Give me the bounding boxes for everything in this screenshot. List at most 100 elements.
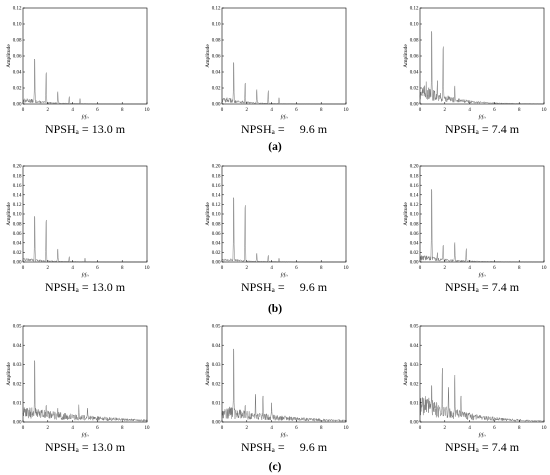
y-tick-label: 0.10 (13, 23, 22, 28)
spectrum-panel-6: 0.00 0.02 0.04 0.06 0.08 0.10 0.12 0.14 0.16 0.18… (403, 165, 547, 294)
y-tick-label: 0.00 (410, 103, 419, 108)
x-tick-label: 6 (96, 426, 99, 431)
plot-frame (22, 7, 148, 105)
x-tick-label: 2 (246, 108, 249, 113)
x-tick-label: 0 (22, 266, 25, 271)
spectrum-panel-7: 0.00 0.01 0.02 0.03 0.04 0.05 0 2 4 6 8 10 f/fₙ Ampli… (6, 325, 150, 454)
x-tick-label: 8 (320, 426, 323, 431)
y-tick-label: 0.00 (212, 421, 221, 426)
x-tick-label: 6 (295, 108, 298, 113)
row-label-c: (c) (269, 461, 282, 473)
x-axis-title: f/fₙ (281, 114, 289, 121)
y-tick-label: 0.12 (410, 7, 419, 12)
x-tick-label: 0 (419, 426, 422, 431)
y-tick-label: 0.06 (13, 232, 22, 237)
x-tick-label: 6 (493, 108, 496, 113)
x-tick-label: 0 (419, 108, 422, 113)
panel-caption: NPSHₐ = 13.0 m (45, 122, 126, 136)
spectrum-panel-5: 0.00 0.02 0.04 0.06 0.08 0.10 0.12 0.14 0.16 0.18… (205, 165, 349, 294)
y-axis-title: Amplitude (205, 362, 211, 386)
x-tick-label: 8 (320, 266, 323, 271)
y-tick-label: 0.02 (13, 87, 22, 92)
x-tick-label: 4 (71, 426, 74, 431)
x-tick-label: 6 (295, 266, 298, 271)
spectrum-panel-3: 0.00 0.02 0.04 0.06 0.08 0.10 0.12 0 2 4 6 8 10 f/fₙ A… (403, 7, 547, 136)
y-tick-label: 0.01 (13, 402, 22, 407)
x-axis-title: f/fₙ (82, 272, 90, 279)
y-axis-title: Amplitude (6, 202, 12, 226)
y-tick-label: 0.00 (212, 261, 221, 266)
x-tick-label: 2 (444, 108, 447, 113)
panel-caption: NPSHₐ = 7.4 m (445, 440, 520, 454)
spectrum-panel-2: 0.00 0.02 0.04 0.06 0.08 0.10 0.12 0 2 4 6 8 10 f/fₙ A… (205, 7, 349, 136)
y-tick-label: 0.03 (212, 363, 221, 368)
y-tick-label: 0.00 (212, 103, 221, 108)
y-tick-label: 0.16 (410, 184, 419, 189)
y-tick-label: 0.04 (13, 242, 22, 247)
y-tick-label: 0.16 (212, 184, 221, 189)
y-tick-label: 0.03 (410, 363, 419, 368)
y-tick-label: 0.04 (212, 344, 221, 349)
spectrum-line (221, 197, 346, 263)
svg-text:(c): (c) (269, 461, 282, 473)
x-tick-label: 10 (344, 426, 350, 431)
panel-caption: NPSHₐ = 9.6 m (241, 440, 328, 454)
x-tick-label: 6 (295, 426, 298, 431)
y-tick-label: 0.06 (212, 55, 221, 60)
plot-frame (22, 165, 148, 263)
x-tick-label: 8 (518, 426, 521, 431)
y-axis-title: Amplitude (205, 44, 211, 68)
y-tick-label: 0.04 (410, 242, 419, 247)
y-tick-label: 0.12 (13, 7, 22, 12)
y-tick-label: 0.12 (410, 203, 419, 208)
y-tick-label: 0.04 (13, 71, 22, 76)
x-tick-label: 10 (145, 108, 151, 113)
x-tick-label: 2 (47, 426, 50, 431)
x-tick-label: 6 (493, 266, 496, 271)
y-tick-label: 0.10 (410, 213, 419, 218)
panel-caption: NPSHₐ = 7.4 m (445, 280, 520, 294)
y-tick-label: 0.00 (13, 261, 22, 266)
y-tick-label: 0.08 (212, 39, 221, 44)
x-axis-title: f/fₙ (479, 114, 487, 121)
y-tick-label: 0.02 (410, 382, 419, 387)
plot-frame (419, 325, 545, 423)
x-axis-title: f/fₙ (479, 272, 487, 279)
x-tick-label: 0 (221, 108, 224, 113)
x-tick-label: 10 (542, 266, 548, 271)
x-tick-label: 4 (468, 426, 471, 431)
y-tick-label: 0.00 (410, 421, 419, 426)
spectrum-line (22, 58, 147, 105)
x-tick-label: 4 (270, 108, 273, 113)
x-tick-label: 2 (444, 426, 447, 431)
plot-frame (419, 165, 545, 263)
y-tick-label: 0.01 (212, 402, 221, 407)
y-axis-title: Amplitude (403, 362, 409, 386)
spectrum-line (419, 31, 545, 105)
y-tick-label: 0.04 (212, 71, 221, 76)
y-axis-title: Amplitude (6, 362, 12, 386)
x-tick-label: 8 (320, 108, 323, 113)
y-axis-title: Amplitude (205, 202, 211, 226)
panel-caption: NPSHₐ = 9.6 m (241, 122, 328, 136)
plot-frame (221, 7, 347, 105)
spectrum-panel-4: 0.00 0.02 0.04 0.06 0.08 0.10 0.12 0.14 0.16 0.18… (6, 165, 150, 294)
y-tick-label: 0.16 (13, 184, 22, 189)
x-tick-label: 4 (468, 266, 471, 271)
y-tick-label: 0.05 (212, 325, 221, 330)
y-tick-label: 0.02 (410, 87, 419, 92)
y-axis-title: Amplitude (403, 44, 409, 68)
y-tick-label: 0.02 (212, 382, 221, 387)
x-tick-label: 0 (419, 266, 422, 271)
x-tick-label: 8 (518, 108, 521, 113)
svg-text:(b): (b) (268, 303, 282, 315)
spectrum-line (419, 189, 545, 263)
x-tick-label: 10 (344, 266, 350, 271)
plot-frame (221, 325, 347, 423)
x-tick-label: 6 (493, 426, 496, 431)
y-tick-label: 0.02 (13, 382, 22, 387)
x-tick-label: 0 (221, 426, 224, 431)
y-tick-label: 0.08 (13, 39, 22, 44)
x-tick-label: 2 (444, 266, 447, 271)
y-tick-label: 0.04 (410, 344, 419, 349)
